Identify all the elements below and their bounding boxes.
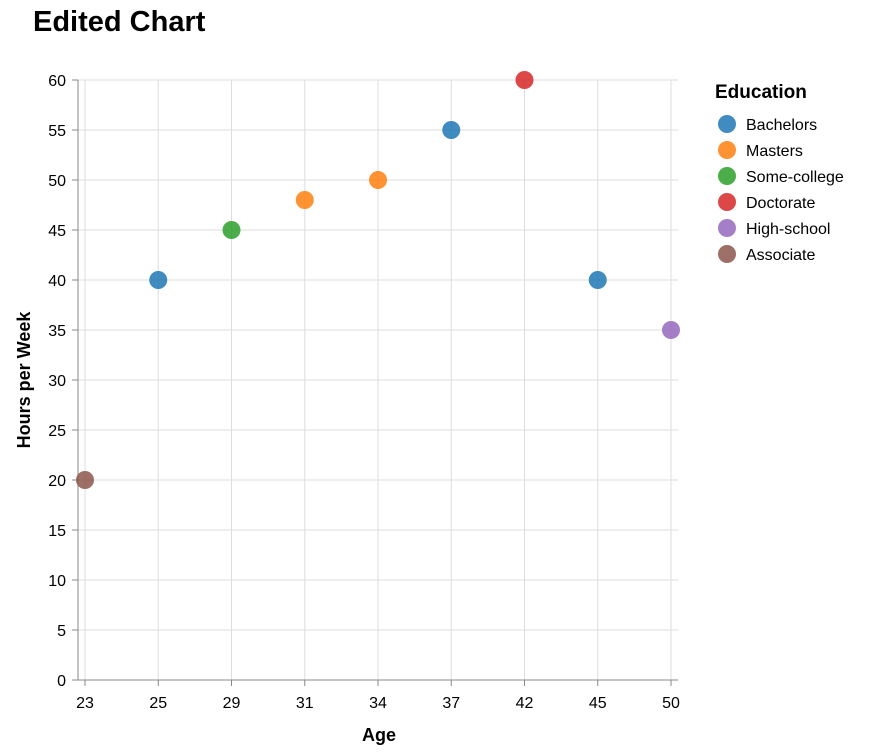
legend-symbol bbox=[718, 193, 736, 211]
legend-label: Some-college bbox=[746, 169, 844, 186]
y-tick-label: 20 bbox=[48, 473, 66, 490]
y-tick-label: 35 bbox=[48, 323, 66, 340]
chart-title: Edited Chart bbox=[33, 6, 206, 38]
legend-label: Masters bbox=[746, 143, 803, 160]
legend-label: High-school bbox=[746, 221, 830, 238]
y-tick-label: 10 bbox=[48, 573, 66, 590]
legend-symbol bbox=[718, 115, 736, 133]
y-tick-label: 60 bbox=[48, 73, 66, 90]
axes: 0 5 10 15 20 25 30 35 40 45 50 55 60 23 25 29 31 34 37 42 45… bbox=[48, 73, 680, 712]
y-tick-label: 0 bbox=[57, 673, 66, 690]
y-tick-label: 45 bbox=[48, 223, 66, 240]
data-point bbox=[442, 121, 461, 139]
legend-symbol bbox=[718, 219, 736, 237]
data-point bbox=[295, 191, 314, 209]
data-point bbox=[588, 271, 607, 289]
data-point bbox=[76, 471, 94, 489]
data-point bbox=[662, 321, 680, 339]
y-tick-label: 40 bbox=[48, 273, 66, 290]
legend-symbol bbox=[718, 167, 736, 185]
x-tick-label: 45 bbox=[589, 695, 607, 712]
x-tick-label: 29 bbox=[223, 695, 241, 712]
y-tick-label: 15 bbox=[48, 523, 66, 540]
data-points bbox=[76, 71, 680, 489]
x-tick-label: 31 bbox=[296, 695, 314, 712]
legend-title: Education bbox=[715, 82, 807, 103]
legend-symbol bbox=[718, 141, 736, 159]
y-tick-label: 50 bbox=[48, 173, 66, 190]
y-tick-label: 5 bbox=[57, 623, 66, 640]
x-axis-title: Age bbox=[362, 725, 396, 745]
legend-label: Bachelors bbox=[746, 117, 817, 134]
x-tick-label: 34 bbox=[369, 695, 387, 712]
legend-symbol bbox=[718, 245, 736, 263]
grid-lines bbox=[78, 79, 678, 681]
x-tick-label: 37 bbox=[442, 695, 460, 712]
legend-label: Doctorate bbox=[746, 195, 815, 212]
y-axis-title: Hours per Week bbox=[14, 311, 34, 449]
data-point bbox=[369, 171, 387, 189]
y-tick-label: 55 bbox=[48, 123, 66, 140]
x-tick-label: 42 bbox=[516, 695, 534, 712]
data-point bbox=[222, 221, 241, 239]
data-point bbox=[149, 271, 168, 289]
data-point bbox=[515, 71, 534, 89]
legend: Education Bachelors Masters Some-college Do… bbox=[715, 82, 844, 264]
x-tick-label: 23 bbox=[76, 695, 94, 712]
x-tick-label: 50 bbox=[662, 695, 680, 712]
y-tick-label: 25 bbox=[48, 423, 66, 440]
x-tick-label: 25 bbox=[149, 695, 167, 712]
y-tick-label: 30 bbox=[48, 373, 66, 390]
legend-label: Associate bbox=[746, 247, 815, 264]
